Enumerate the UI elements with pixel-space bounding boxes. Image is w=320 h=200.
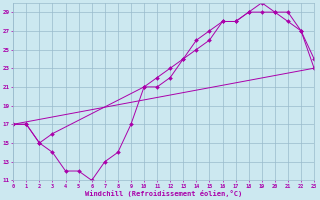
X-axis label: Windchill (Refroidissement éolien,°C): Windchill (Refroidissement éolien,°C) bbox=[85, 190, 242, 197]
